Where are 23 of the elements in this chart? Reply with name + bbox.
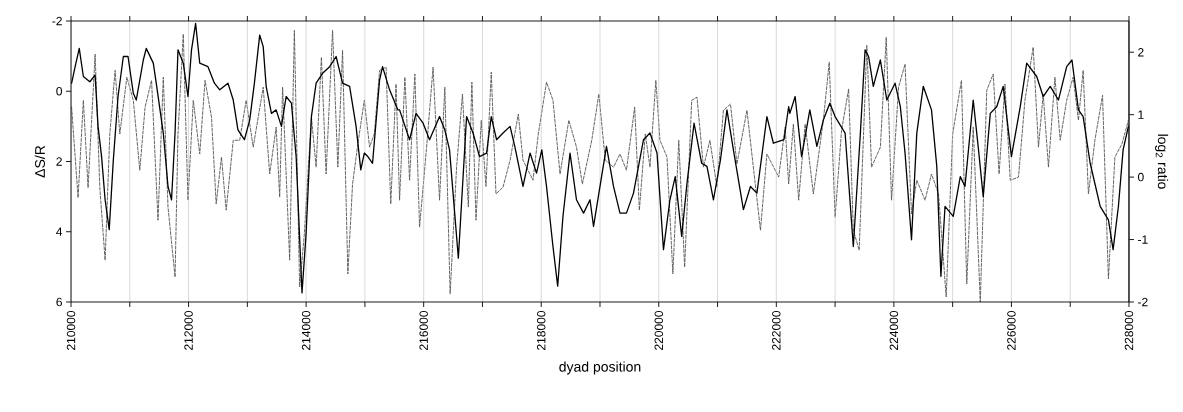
x-axis-title: dyad position [559, 361, 641, 375]
x-tick-label: 222000 [772, 311, 781, 350]
y-tick-label: 0 [56, 87, 63, 96]
x-tick-label: 220000 [654, 311, 664, 350]
x-tick-label: 224000 [889, 311, 899, 350]
y2-tick-label: 1 [1138, 110, 1144, 119]
x-tick-label: 228000 [1124, 311, 1134, 350]
y-tick-label: 6 [56, 297, 62, 307]
y2-tick-label: -2 [1138, 297, 1148, 307]
y2-tick-label: 0 [1137, 172, 1144, 182]
y-tick-label: -2 [52, 16, 62, 26]
x-tick-label: 212000 [184, 311, 193, 350]
x-tick-label: 226000 [1007, 311, 1016, 350]
x-tick-label: 210000 [66, 311, 76, 350]
x-tick-label: 214000 [301, 311, 311, 350]
x-tick-label: 216000 [419, 311, 428, 350]
y2-tick-label: 2 [1138, 48, 1144, 57]
y-tick-label: 2 [56, 157, 62, 166]
y-tick-label: 4 [56, 227, 63, 236]
y-axis-title: ΔS/R [34, 145, 45, 178]
x-tick-label: 218000 [536, 311, 546, 350]
y2-tick-label: -1 [1138, 235, 1148, 244]
y2-axis-title: log$_{2}$ ratio [1155, 134, 1169, 189]
